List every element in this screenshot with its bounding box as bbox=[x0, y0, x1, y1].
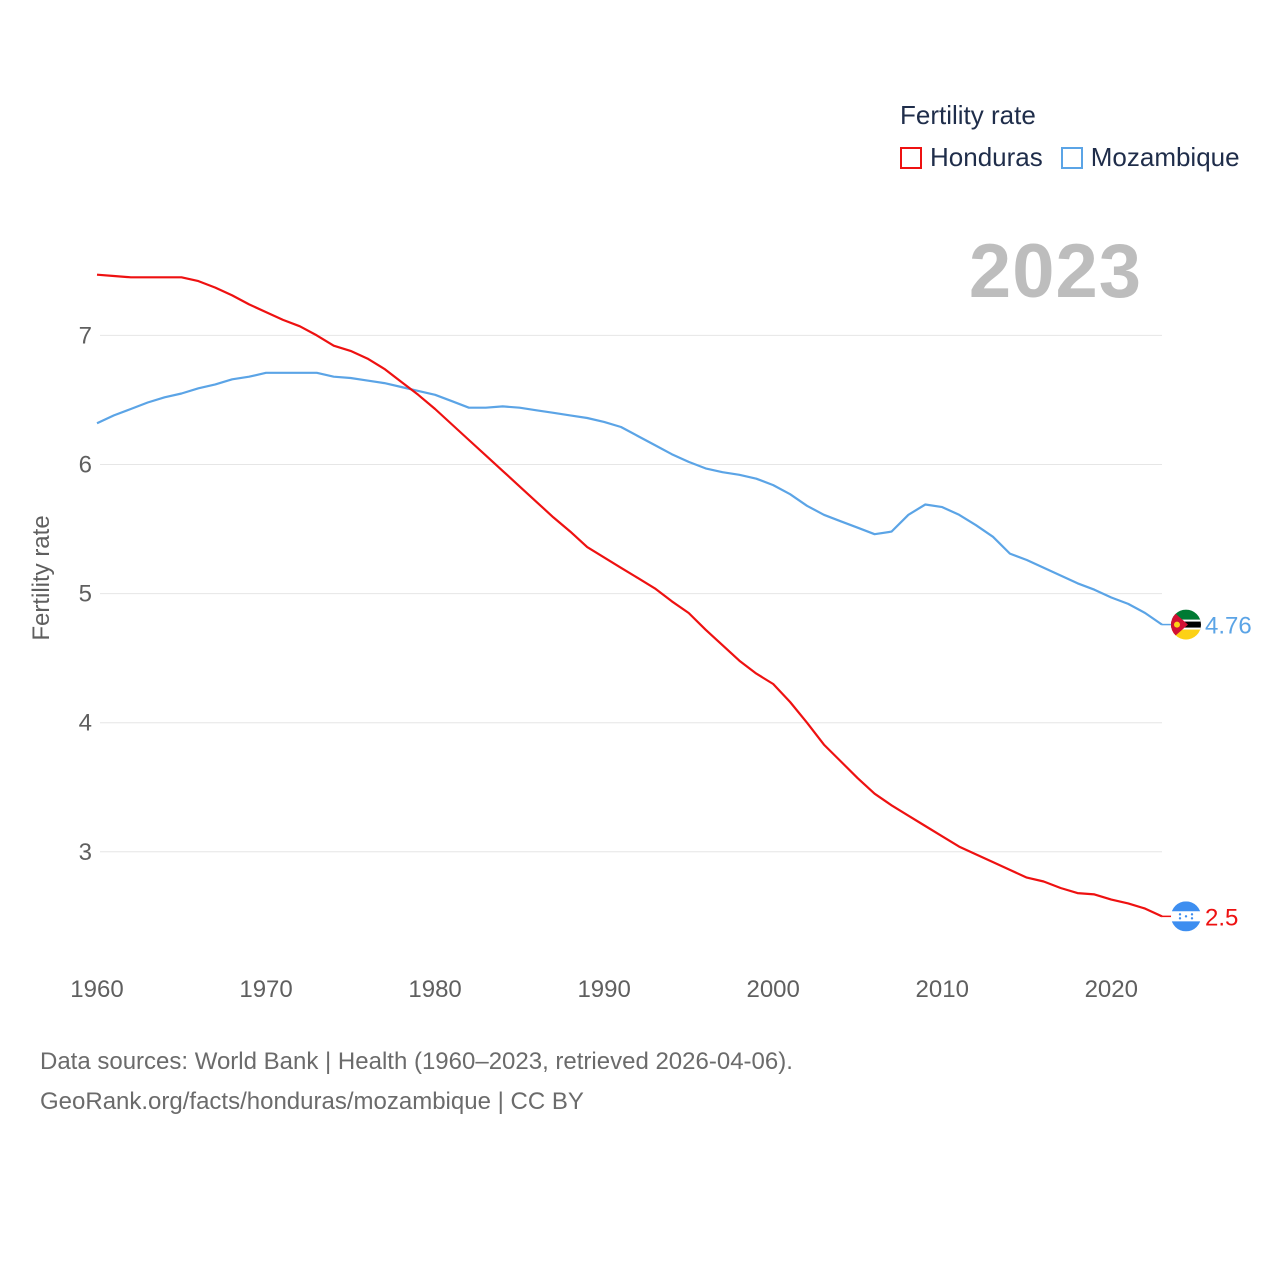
legend: Honduras Mozambique bbox=[900, 142, 1258, 173]
y-tick-label-6: 6 bbox=[79, 451, 92, 478]
legend-item-mozambique[interactable]: Mozambique bbox=[1060, 142, 1240, 173]
x-tick-label-2020: 2020 bbox=[1085, 976, 1138, 1003]
legend-swatch-honduras bbox=[900, 146, 922, 169]
y-axis-label: Fertility rate bbox=[28, 515, 55, 641]
x-tick-label-1970: 1970 bbox=[239, 976, 292, 1003]
source-link[interactable]: GeoRank.org/facts/honduras/mozambique | … bbox=[40, 1088, 584, 1115]
x-tick-label-2010: 2010 bbox=[916, 976, 969, 1003]
x-tick-label-1980: 1980 bbox=[408, 976, 461, 1003]
y-tick-label-5: 5 bbox=[79, 581, 92, 608]
y-tick-label-3: 3 bbox=[79, 839, 92, 866]
series-lines bbox=[96, 273, 1172, 918]
mozambique-end-label: 4.76 bbox=[1205, 613, 1252, 640]
y-tick-label-4: 4 bbox=[79, 710, 92, 737]
legend-label-mozambique: Mozambique bbox=[1090, 142, 1240, 172]
mozambique-flag-icon bbox=[1171, 609, 1201, 640]
x-tick-label-1960: 1960 bbox=[70, 976, 123, 1003]
y-axis-ticks: 3 4 5 6 7 bbox=[79, 322, 92, 865]
data-source-text: Data sources: World Bank | Health (1960–… bbox=[40, 1048, 793, 1075]
legend-item-honduras[interactable]: Honduras bbox=[900, 142, 1043, 173]
x-tick-label-1990: 1990 bbox=[577, 976, 630, 1003]
honduras-end-label: 2.5 bbox=[1205, 904, 1238, 931]
x-axis-ticks: 1960 1970 1980 1990 2000 2010 2020 bbox=[70, 976, 1138, 1003]
legend-swatch-mozambique bbox=[1060, 146, 1083, 169]
legend-label-honduras: Honduras bbox=[930, 142, 1043, 172]
honduras-flag-icon bbox=[1171, 901, 1201, 932]
series-line-honduras bbox=[96, 273, 1163, 918]
year-label: 2023 bbox=[968, 229, 1142, 314]
series-line-mozambique bbox=[96, 371, 1163, 626]
y-tick-label-7: 7 bbox=[79, 322, 92, 349]
gridlines bbox=[100, 334, 1162, 853]
footer: Data sources: World Bank | Health (1960–… bbox=[40, 1042, 793, 1122]
x-tick-label-2000: 2000 bbox=[746, 976, 799, 1003]
legend-title: Fertility rate bbox=[900, 100, 1036, 130]
